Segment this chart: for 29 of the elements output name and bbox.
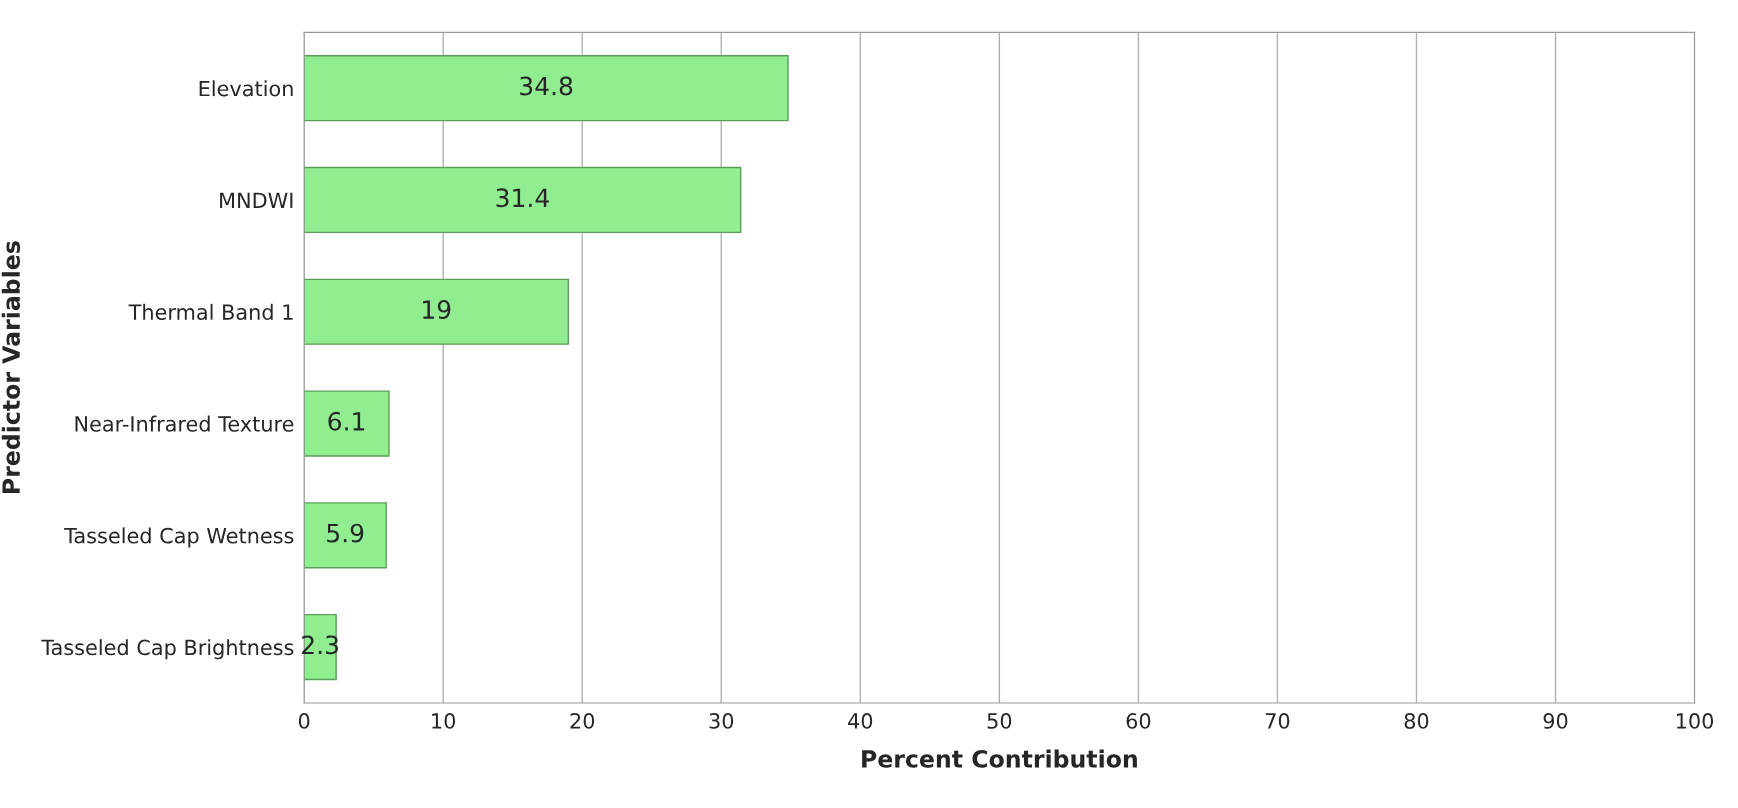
x-tick-label: 80 <box>1404 713 1429 729</box>
bar <box>304 55 789 122</box>
data-label: 6.1 <box>328 411 365 431</box>
x-tick-label: 50 <box>987 713 1012 729</box>
data-label: 31.4 <box>496 188 549 208</box>
bar <box>304 166 742 234</box>
y-tick-label: Tasseled Cap Brightness <box>41 639 294 660</box>
bar <box>304 390 390 457</box>
y-tick-label: Thermal Band 1 <box>128 303 293 320</box>
x-tick-label: 20 <box>570 713 595 729</box>
y-tick-label: Elevation <box>199 80 293 97</box>
x-tick-label: 60 <box>1126 713 1151 729</box>
x-tick-label: 10 <box>432 713 456 729</box>
x-tick-label: 70 <box>1265 713 1290 729</box>
bar <box>304 502 387 569</box>
data-label: 34.8 <box>520 76 573 96</box>
y-tick-label: Tasseled Cap Wetness <box>64 527 294 548</box>
x-tick-label: 30 <box>709 713 734 729</box>
x-tick-label: 0 <box>298 713 310 729</box>
x-tick-label: 100 <box>1676 713 1714 729</box>
data-label: 19 <box>423 300 451 320</box>
y-tick-label: Near-Infrared Texture <box>75 415 294 432</box>
x-axis-title: Percent Contribution <box>862 749 1137 768</box>
y-axis-title: Predictor Variables <box>1 241 21 493</box>
data-label: 5.9 <box>327 523 364 543</box>
x-tick-label: 40 <box>848 713 873 729</box>
y-tick-label: MNDWI <box>220 192 293 208</box>
x-tick-label: 90 <box>1543 713 1568 729</box>
bar <box>304 278 570 345</box>
